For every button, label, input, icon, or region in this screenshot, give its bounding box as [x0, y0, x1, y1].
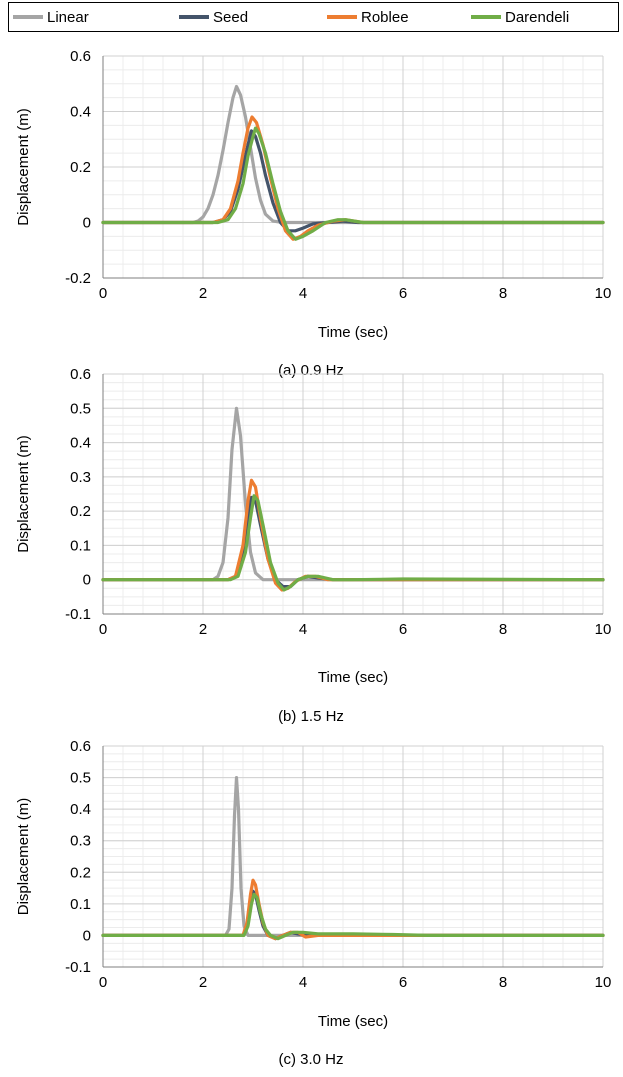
- legend-item-roblee: Roblee: [327, 3, 409, 31]
- legend-swatch: [179, 15, 209, 19]
- legend-label: Linear: [47, 8, 89, 26]
- series-line-darendeli: [101, 892, 605, 941]
- legend-label: Roblee: [361, 8, 409, 26]
- y-tick-label: 0.2: [70, 159, 91, 176]
- chart-caption: (b) 1.5 Hz: [278, 708, 344, 725]
- x-tick-label: 10: [595, 621, 612, 638]
- x-tick-label: 8: [499, 285, 507, 302]
- x-axis-title: Time (sec): [318, 669, 388, 686]
- series-line-linear: [101, 406, 605, 582]
- y-tick-label: 0.1: [70, 537, 91, 554]
- chart-1: -0.1 0 0.1 0.2 0.3 0.4 0.5 0.6 0 2 4 6 8 10 Time (sec)…: [15, 366, 611, 725]
- x-tick-label: 10: [595, 285, 612, 302]
- x-tick-label: 0: [99, 621, 107, 638]
- legend-label: Seed: [213, 8, 249, 26]
- x-tick-label: 4: [299, 285, 307, 302]
- y-tick-label: 0.2: [70, 864, 91, 881]
- y-tick-label: 0.6: [70, 48, 91, 65]
- legend-item-linear: Linear: [13, 3, 89, 31]
- legend-swatch: [327, 15, 357, 19]
- chart-caption: (c) 3.0 Hz: [278, 1051, 343, 1068]
- series-line-roblee: [101, 878, 605, 941]
- y-tick-label: 0.3: [70, 833, 91, 850]
- y-tick-label: 0.3: [70, 469, 91, 486]
- x-tick-label: 0: [99, 285, 107, 302]
- y-tick-label: 0.4: [70, 801, 91, 818]
- series-line-roblee: [101, 478, 605, 592]
- x-tick-label: 0: [99, 974, 107, 991]
- x-tick-label: 2: [199, 974, 207, 991]
- series-line-seed: [101, 889, 605, 941]
- y-tick-label: 0.6: [70, 738, 91, 755]
- y-axis-title: Displacement (m): [15, 798, 32, 916]
- y-tick-label: 0.6: [70, 366, 91, 383]
- chart-caption: (a) 0.9 Hz: [278, 362, 344, 379]
- legend-item-seed: Seed: [179, 3, 248, 31]
- y-tick-label: 0.5: [70, 770, 91, 787]
- x-axis-title: Time (sec): [318, 324, 388, 341]
- y-axis-title: Displacement (m): [15, 435, 32, 553]
- x-tick-label: 6: [399, 285, 407, 302]
- x-tick-label: 2: [199, 621, 207, 638]
- x-tick-label: 8: [499, 974, 507, 991]
- x-tick-label: 4: [299, 974, 307, 991]
- x-axis-title: Time (sec): [318, 1013, 388, 1030]
- series-line-linear: [101, 775, 605, 938]
- chart-0: -0.2 0 0.2 0.4 0.6 0 2 4 6 8 10 Time (sec) Displacem…: [15, 48, 611, 379]
- legend-item-darendeli: Darendeli: [471, 3, 569, 31]
- y-tick-label: 0.4: [70, 435, 91, 452]
- y-tick-label: 0: [83, 927, 91, 944]
- x-tick-label: 2: [199, 285, 207, 302]
- y-tick-label: 0.5: [70, 400, 91, 417]
- legend-swatch: [13, 15, 43, 19]
- y-tick-label: 0.2: [70, 503, 91, 520]
- y-tick-label: 0: [83, 215, 91, 232]
- legend-swatch: [471, 15, 501, 19]
- legend-label: Darendeli: [505, 8, 570, 26]
- x-tick-label: 8: [499, 621, 507, 638]
- x-tick-label: 6: [399, 974, 407, 991]
- x-tick-label: 10: [595, 974, 612, 991]
- y-tick-label: -0.1: [65, 959, 91, 976]
- y-tick-label: -0.1: [65, 606, 91, 623]
- y-tick-label: 0.4: [70, 104, 91, 121]
- chart-2: -0.1 0 0.1 0.2 0.3 0.4 0.5 0.6 0 2 4 6 8 10 Time (sec)…: [15, 738, 611, 1068]
- series-line-darendeli: [101, 494, 605, 592]
- x-tick-label: 4: [299, 621, 307, 638]
- x-tick-label: 6: [399, 621, 407, 638]
- y-axis-title: Displacement (m): [15, 108, 32, 226]
- series-line-darendeli: [101, 126, 605, 241]
- y-tick-label: 0: [83, 572, 91, 589]
- y-tick-label: -0.2: [65, 270, 91, 287]
- y-tick-label: 0.1: [70, 896, 91, 913]
- series-line-linear: [101, 84, 605, 225]
- chart-legend: Linear Seed Roblee Darendeli: [8, 2, 619, 32]
